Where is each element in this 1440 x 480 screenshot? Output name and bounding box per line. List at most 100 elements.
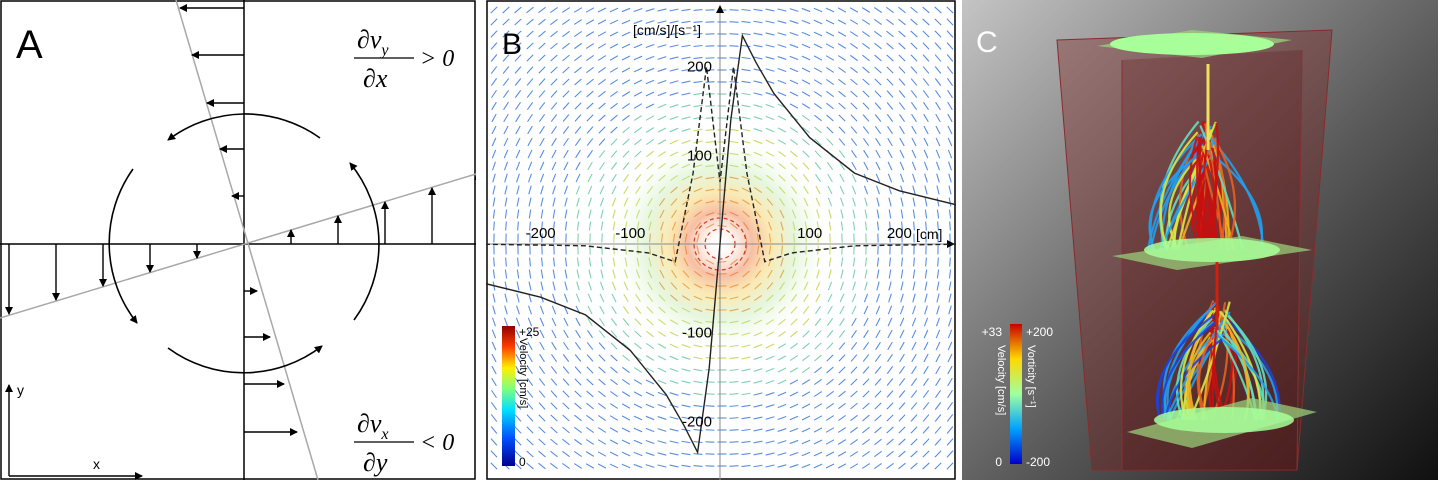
vector-mark [861,19,871,25]
vector-mark [527,317,533,327]
vector-mark [576,281,580,291]
vector-mark [516,293,520,303]
vector-mark [599,197,605,207]
vector-mark [910,66,918,74]
vector-mark [765,20,775,24]
vector-mark [621,451,631,457]
vector-mark [705,369,715,371]
vector-mark [645,32,655,36]
vector-mark [922,78,930,86]
vector-mark [825,19,835,25]
vector-mark [947,149,953,159]
vector-mark [900,197,904,207]
vector-mark [599,173,605,183]
vector-mark [899,173,905,183]
vector-mark [886,450,894,458]
vector-mark [610,150,618,158]
vector-mark [597,43,607,49]
vector-mark [874,42,882,50]
vector-mark [777,91,787,97]
vector-mark [753,416,763,420]
vector-mark [669,440,679,444]
vector-mark [491,125,497,135]
vector-mark [876,221,880,231]
vector-mark [948,269,952,279]
vector-mark [913,221,915,231]
vector-mark [657,355,667,361]
vector-mark [923,149,929,159]
vector-mark [874,126,882,134]
vector-mark [526,426,534,434]
vector-mark [588,269,592,279]
vector-mark [887,137,893,147]
vector-mark [609,415,619,421]
vector-mark [502,18,510,26]
vector-mark [838,390,846,398]
vector-mark [622,126,630,134]
vector-mark [911,149,917,159]
vector-mark [851,149,857,159]
vector-mark [863,317,869,327]
vector-mark [862,42,870,50]
vector-mark [765,68,775,72]
vector-mark [900,209,904,219]
vector-mark [490,402,498,410]
vector-mark [526,54,534,62]
vector-mark [693,392,703,396]
vector-mark [586,342,594,350]
vector-mark [574,354,582,362]
vector-mark [693,80,703,84]
vector-mark [526,462,534,470]
vector-mark [924,185,928,195]
vector-mark [898,390,906,398]
vector-mark [765,355,775,361]
vector-mark [912,209,916,219]
vector-mark [777,440,787,444]
svg-text:∂x: ∂x [363,64,388,93]
vector-mark [561,7,571,13]
svg-text:> 0: > 0 [420,46,454,72]
vector-mark [633,43,643,49]
velocity-colorbar-title: Velocity [cm/s] [995,345,1007,415]
vector-mark [936,209,940,219]
vector-mark [528,293,532,303]
vector-mark [586,90,594,98]
vector-mark [657,56,667,60]
vector-mark [801,403,811,409]
vector-mark [911,125,917,135]
vector-mark [574,402,582,410]
vector-mark [669,380,679,384]
vector-mark [514,450,522,458]
vector-mark [949,257,951,267]
vector-mark [852,221,856,231]
streamline-tube [1159,131,1199,251]
vector-mark [801,451,811,457]
vector-mark [598,114,606,122]
vector-mark [765,92,775,96]
vector-mark [912,305,916,315]
vector-mark [621,79,631,85]
vector-mark [937,257,939,267]
vector-mark [825,403,835,409]
vector-mark [837,66,847,74]
vector-mark [597,439,607,445]
vector-mark [610,114,618,122]
vector-mark [681,128,691,132]
velocity-arrows-right [287,172,476,244]
vector-mark [900,281,904,291]
vector-mark [645,103,655,109]
vector-mark [611,173,617,183]
vector-mark [492,185,496,195]
vector-mark [947,113,953,123]
vector-mark [693,44,703,48]
vector-mark [550,414,558,422]
vector-mark [876,257,880,267]
svg-text:∂vx: ∂vx [357,409,389,443]
vector-mark [693,416,703,420]
vector-mark [838,366,846,374]
vector-mark [922,450,930,458]
vector-mark [840,281,844,291]
vector-mark [839,185,845,195]
vector-mark [826,354,834,362]
vector-mark [923,137,929,147]
